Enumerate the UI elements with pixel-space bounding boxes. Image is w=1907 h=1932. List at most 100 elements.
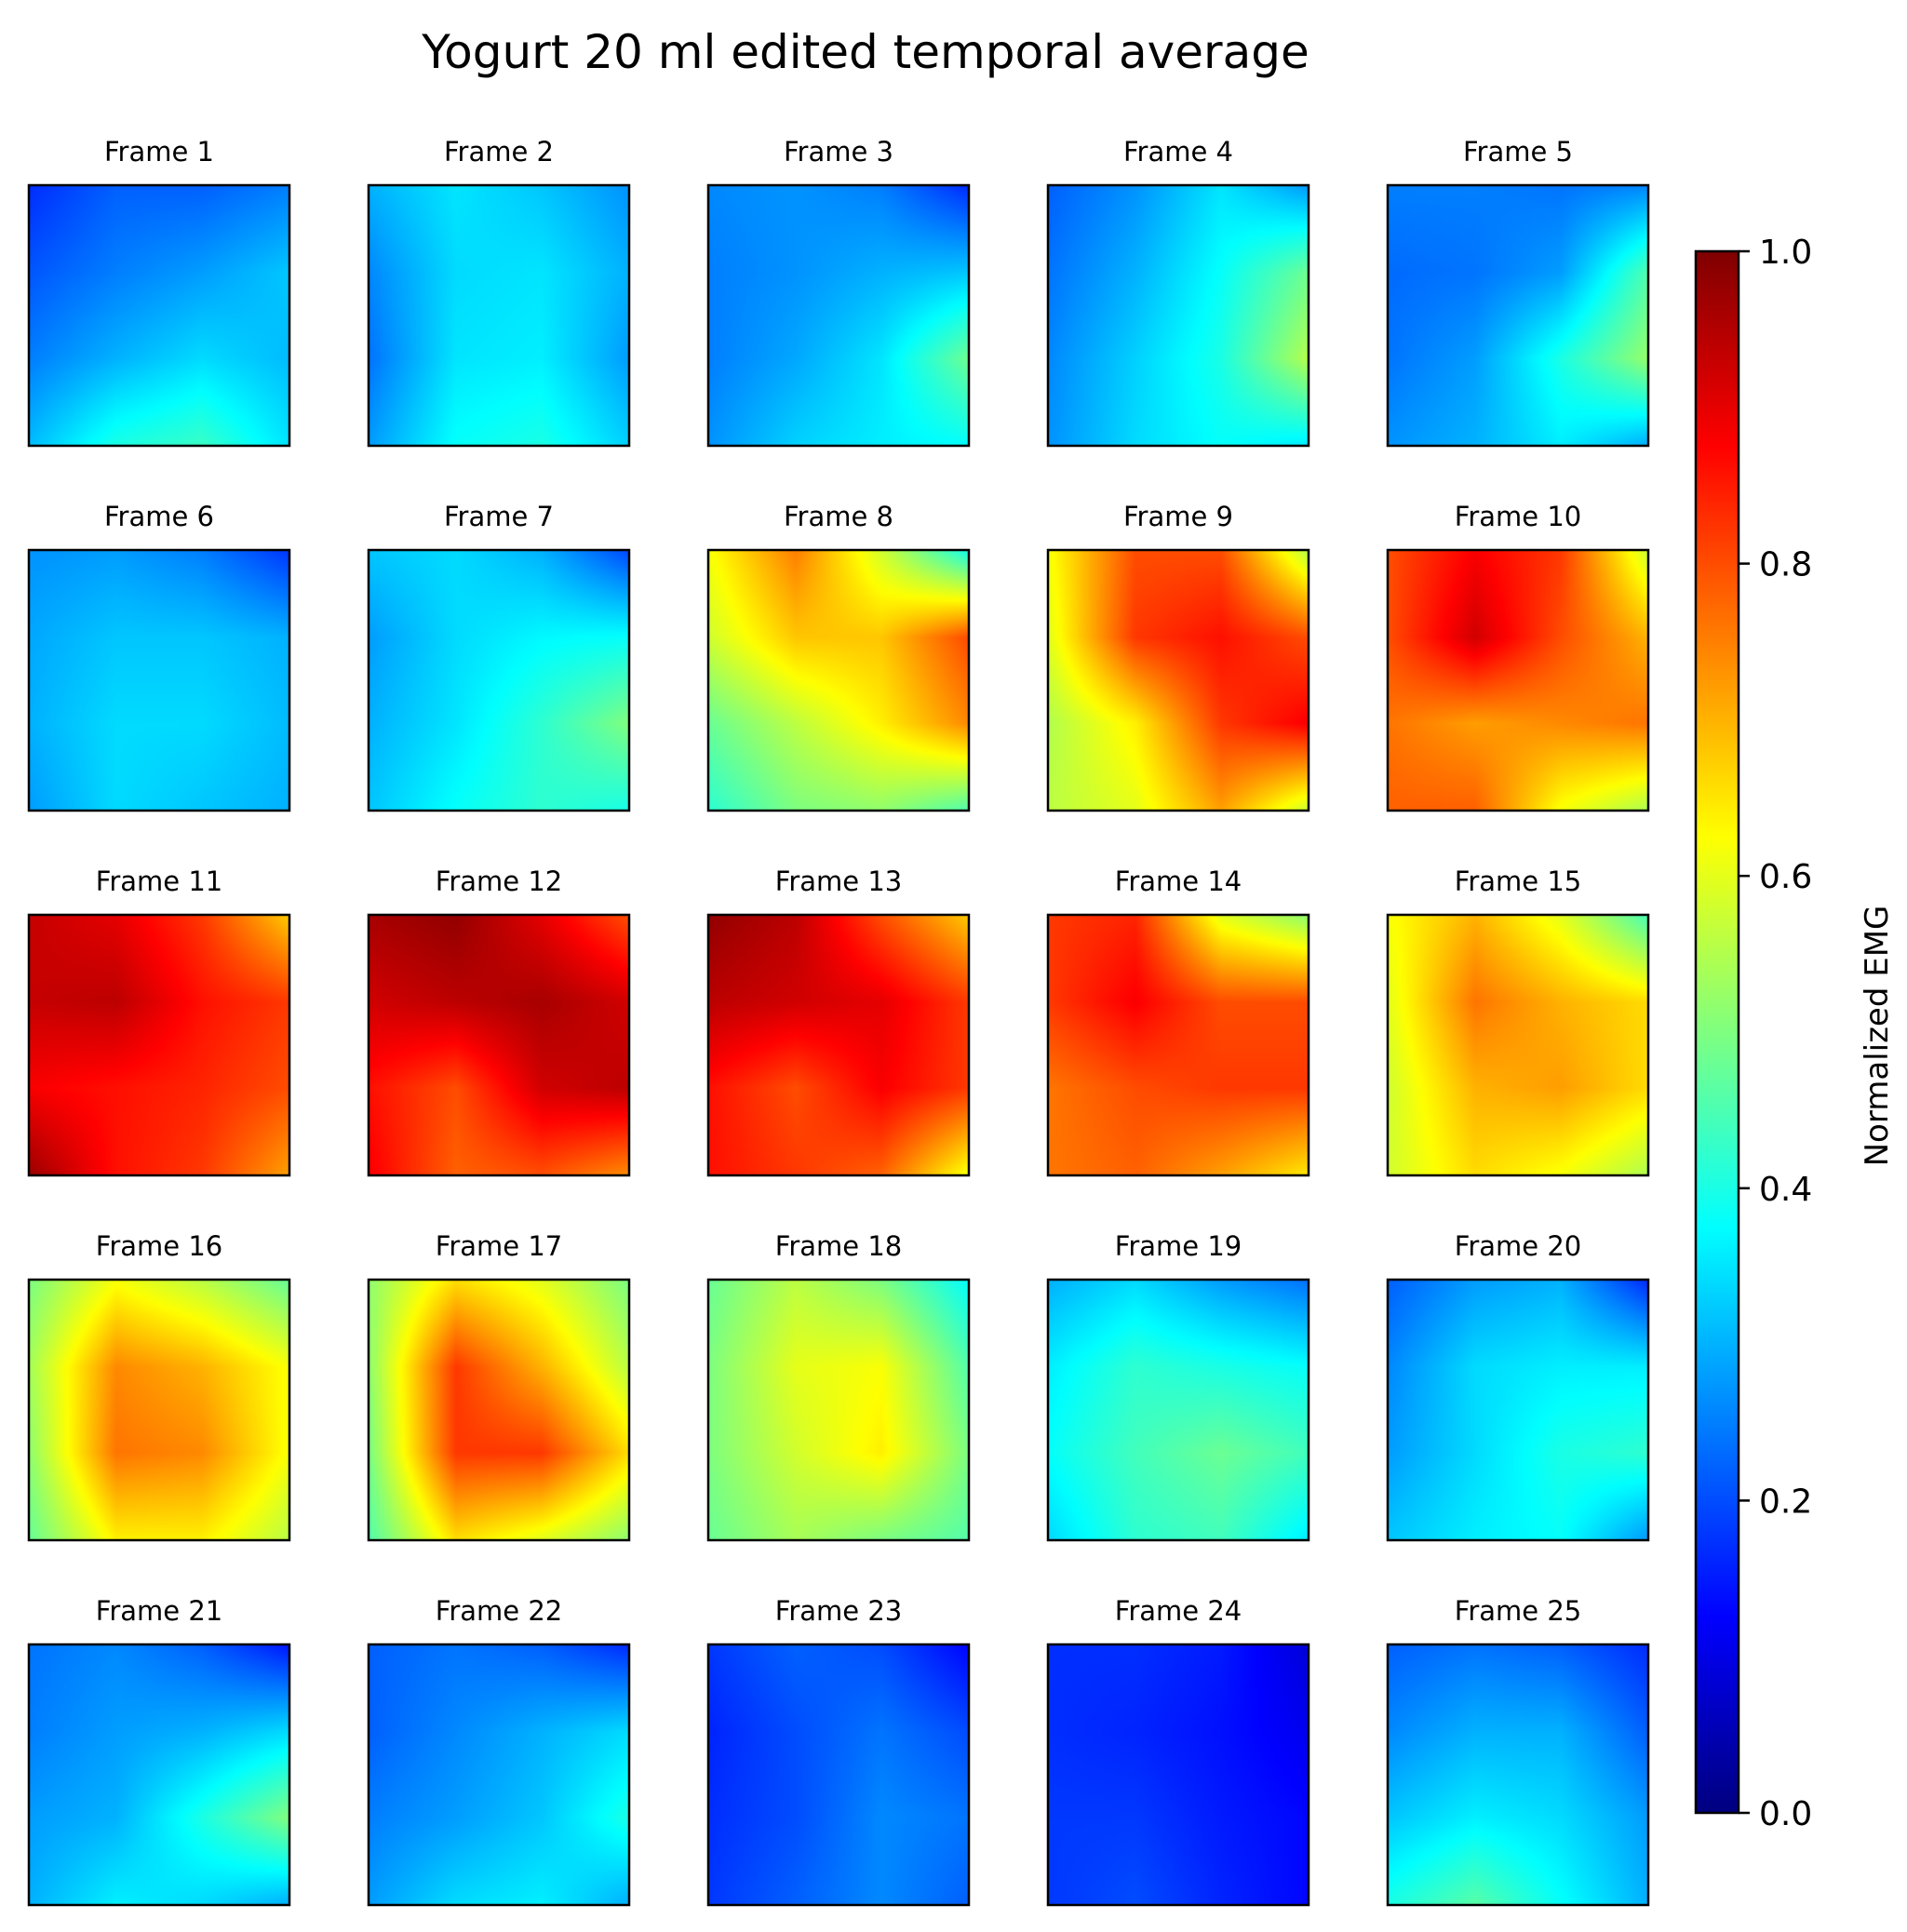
panel-title: Frame 6 <box>104 501 214 532</box>
colorbar: 0.0 0.2 0.4 0.6 0.8 1.0 <box>1694 234 1812 1833</box>
panel-title: Frame 24 <box>1115 1595 1242 1627</box>
heatmap-panel: Frame 23 <box>706 1595 971 1907</box>
panel-frame <box>1386 1278 1650 1542</box>
heatmap-panel: Frame 19 <box>1046 1230 1310 1542</box>
heatmap-image <box>369 550 629 811</box>
panel-title: Frame 4 <box>1123 136 1233 168</box>
panel-frame <box>367 1643 631 1907</box>
panel-frame <box>27 548 291 812</box>
panel-frame <box>367 1278 631 1542</box>
heatmap-panel: Frame 20 <box>1386 1230 1650 1542</box>
panel-frame <box>367 913 631 1177</box>
panel-frame <box>1386 183 1650 448</box>
panel-title: Frame 9 <box>1123 501 1233 532</box>
heatmap-panel: Frame 24 <box>1046 1595 1310 1907</box>
colorbar-tick-label: 1.0 <box>1759 234 1812 272</box>
panel-title: Frame 22 <box>436 1595 562 1627</box>
panel-title: Frame 19 <box>1115 1230 1242 1262</box>
heatmap-panel: Frame 2 <box>367 136 631 448</box>
panel-frame <box>1386 548 1650 812</box>
heatmap-image <box>708 1644 969 1905</box>
heatmap-image <box>708 1280 969 1540</box>
panel-frame <box>27 1643 291 1907</box>
heatmap-image <box>369 1644 629 1905</box>
heatmap-panels: Frame 1 Frame 2 Frame 3 Frame 4 Frame 5 Frame… <box>27 136 1650 1907</box>
heatmap-panel: Frame 6 <box>27 501 291 812</box>
heatmap-panel: Frame 15 <box>1386 865 1650 1177</box>
heatmap-image <box>1388 1280 1648 1540</box>
heatmap-image <box>708 915 969 1175</box>
panel-frame <box>706 548 971 812</box>
heatmap-panel: Frame 14 <box>1046 865 1310 1177</box>
colorbar-tick-label: 0.2 <box>1759 1483 1812 1521</box>
heatmap-image <box>1388 915 1648 1175</box>
heatmap-panel: Frame 1 <box>27 136 291 448</box>
heatmap-image <box>708 550 969 811</box>
heatmap-image <box>29 915 289 1175</box>
heatmap-image <box>708 185 969 446</box>
panel-frame <box>367 548 631 812</box>
heatmap-image <box>1048 915 1309 1175</box>
panel-title: Frame 3 <box>784 136 893 168</box>
panel-title: Frame 15 <box>1455 865 1581 897</box>
panel-title: Frame 21 <box>96 1595 222 1627</box>
panel-frame <box>27 913 291 1177</box>
heatmap-image <box>369 915 629 1175</box>
panel-frame <box>706 913 971 1177</box>
panel-title: Frame 10 <box>1455 501 1581 532</box>
panel-title: Frame 14 <box>1115 865 1242 897</box>
panel-frame <box>1386 913 1650 1177</box>
panel-title: Frame 7 <box>444 501 554 532</box>
heatmap-image <box>1048 1644 1309 1905</box>
panel-frame <box>367 183 631 448</box>
heatmap-panel: Frame 18 <box>706 1230 971 1542</box>
panel-title: Frame 13 <box>775 865 902 897</box>
heatmap-panel: Frame 17 <box>367 1230 631 1542</box>
heatmap-panel: Frame 8 <box>706 501 971 812</box>
colorbar-tick-label: 0.4 <box>1759 1171 1812 1209</box>
heatmap-image <box>1048 550 1309 811</box>
panel-title: Frame 2 <box>444 136 554 168</box>
panel-title: Frame 20 <box>1455 1230 1581 1262</box>
panel-title: Frame 25 <box>1455 1595 1581 1627</box>
heatmap-panel: Frame 4 <box>1046 136 1310 448</box>
panel-frame <box>1046 548 1310 812</box>
heatmap-panel: Frame 12 <box>367 865 631 1177</box>
panel-title: Frame 17 <box>436 1230 562 1262</box>
colorbar-tick-label: 0.6 <box>1759 858 1812 896</box>
panel-title: Frame 12 <box>436 865 562 897</box>
colorbar-gradient <box>1694 249 1740 1815</box>
heatmap-panel: Frame 11 <box>27 865 291 1177</box>
panel-title: Frame 23 <box>775 1595 902 1627</box>
panel-frame <box>1046 1278 1310 1542</box>
panel-frame <box>27 183 291 448</box>
heatmap-image <box>29 1280 289 1540</box>
heatmap-image <box>1388 1644 1648 1905</box>
panel-title: Frame 16 <box>96 1230 222 1262</box>
panel-frame <box>706 1278 971 1542</box>
heatmap-image <box>369 185 629 446</box>
panel-title: Frame 5 <box>1463 136 1573 168</box>
heatmap-panel: Frame 5 <box>1386 136 1650 448</box>
panel-frame <box>1046 913 1310 1177</box>
heatmap-panel: Frame 13 <box>706 865 971 1177</box>
panel-title: Frame 11 <box>96 865 222 897</box>
heatmap-panel: Frame 10 <box>1386 501 1650 812</box>
heatmap-panel: Frame 3 <box>706 136 971 448</box>
heatmap-image <box>29 185 289 446</box>
panel-frame <box>706 183 971 448</box>
heatmap-panel: Frame 25 <box>1386 1595 1650 1907</box>
colorbar-label: Normalized EMG <box>1859 906 1896 1167</box>
heatmap-image <box>1388 185 1648 446</box>
heatmap-image <box>29 1644 289 1905</box>
panel-frame <box>706 1643 971 1907</box>
panel-title: Frame 1 <box>104 136 214 168</box>
panel-frame <box>27 1278 291 1542</box>
heatmap-panel: Frame 16 <box>27 1230 291 1542</box>
heatmap-panel: Frame 7 <box>367 501 631 812</box>
colorbar-tick-label: 0.8 <box>1759 546 1812 584</box>
panel-title: Frame 18 <box>775 1230 902 1262</box>
heatmap-image <box>1048 1280 1309 1540</box>
panel-frame <box>1386 1643 1650 1907</box>
